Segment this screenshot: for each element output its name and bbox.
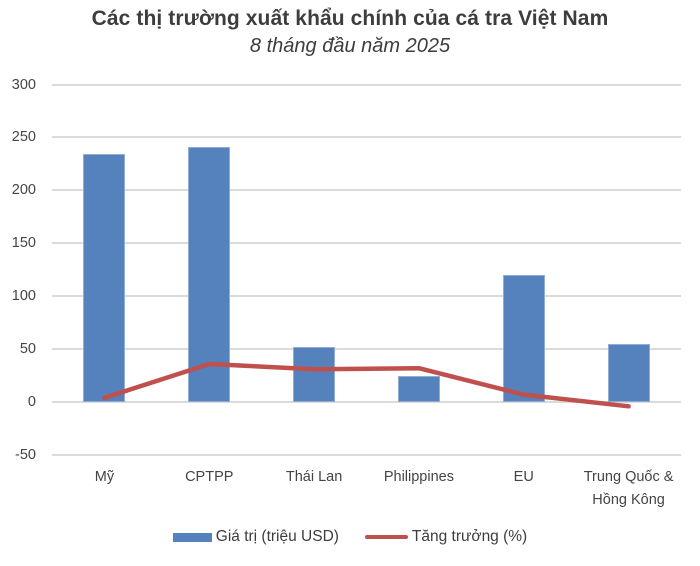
x-axis-category-label: Trung Quốc & Hồng Kông bbox=[583, 469, 674, 508]
value-bar bbox=[293, 347, 336, 403]
x-axis-category-label: EU bbox=[513, 469, 534, 485]
value-bar bbox=[502, 275, 545, 403]
legend-label-value: Giá trị (triệu USD) bbox=[215, 528, 339, 545]
gridline bbox=[52, 136, 681, 139]
chart-subtitle: 8 tháng đầu năm 2025 bbox=[249, 35, 451, 57]
gridline bbox=[52, 348, 681, 351]
value-bar bbox=[83, 154, 126, 403]
y-axis-tick-label: 0 bbox=[27, 394, 36, 411]
value-bar bbox=[607, 343, 650, 403]
y-axis-tick-label: 100 bbox=[11, 288, 36, 305]
x-axis-category-label: Thái Lan bbox=[285, 469, 343, 485]
chart-title: Các thị trường xuất khẩu chính của cá tr… bbox=[91, 7, 609, 30]
gridline bbox=[52, 189, 681, 192]
growth-line-path bbox=[102, 361, 631, 409]
gridline bbox=[52, 401, 681, 404]
value-bar bbox=[188, 146, 231, 403]
legend-item-growth: Tăng trưởng (%) bbox=[364, 528, 528, 546]
y-axis-tick-label: 250 bbox=[11, 129, 36, 146]
y-axis-tick-label: 50 bbox=[19, 341, 36, 358]
value-bar bbox=[397, 375, 440, 403]
legend: Giá trị (triệu USD) Tăng trưởng (%) bbox=[0, 528, 700, 546]
gridline bbox=[52, 454, 681, 456]
y-axis-tick-label: 200 bbox=[11, 182, 36, 199]
legend-item-value: Giá trị (triệu USD) bbox=[172, 528, 339, 546]
legend-label-growth: Tăng trưởng (%) bbox=[411, 528, 528, 545]
gridline bbox=[52, 295, 681, 298]
gridline bbox=[52, 242, 681, 245]
y-axis-tick-label: 150 bbox=[11, 235, 36, 252]
x-axis-category-label: CPTPP bbox=[185, 469, 234, 485]
x-axis-category-label: Philippines bbox=[383, 469, 454, 485]
gridline bbox=[52, 83, 681, 86]
y-axis-tick-label: -50 bbox=[15, 447, 36, 463]
bar-series-swatch bbox=[172, 532, 212, 542]
y-axis-tick-label: 300 bbox=[11, 76, 36, 93]
x-axis-category-label: Mỹ bbox=[94, 469, 115, 485]
line-series-swatch bbox=[364, 535, 408, 539]
